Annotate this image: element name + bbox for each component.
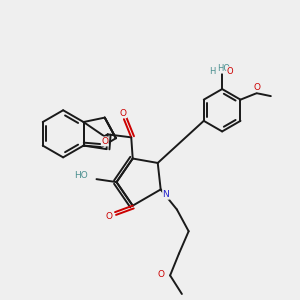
Text: H: H [209,67,216,76]
Text: HO: HO [74,170,88,179]
Text: O: O [105,212,112,221]
Text: O: O [253,83,260,92]
Text: O: O [120,109,127,118]
Text: O: O [226,67,233,76]
Text: O: O [101,137,108,146]
Text: N: N [163,190,170,199]
Text: O: O [158,270,165,279]
Text: HO: HO [217,64,230,73]
